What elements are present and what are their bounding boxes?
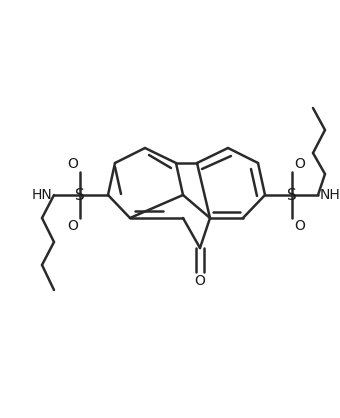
Text: O: O xyxy=(67,219,78,233)
Text: O: O xyxy=(194,274,205,288)
Text: O: O xyxy=(294,219,305,233)
Text: O: O xyxy=(294,157,305,171)
Text: HN: HN xyxy=(31,188,52,202)
Text: S: S xyxy=(287,188,297,202)
Text: NH: NH xyxy=(320,188,340,202)
Text: O: O xyxy=(67,157,78,171)
Text: S: S xyxy=(75,188,85,202)
